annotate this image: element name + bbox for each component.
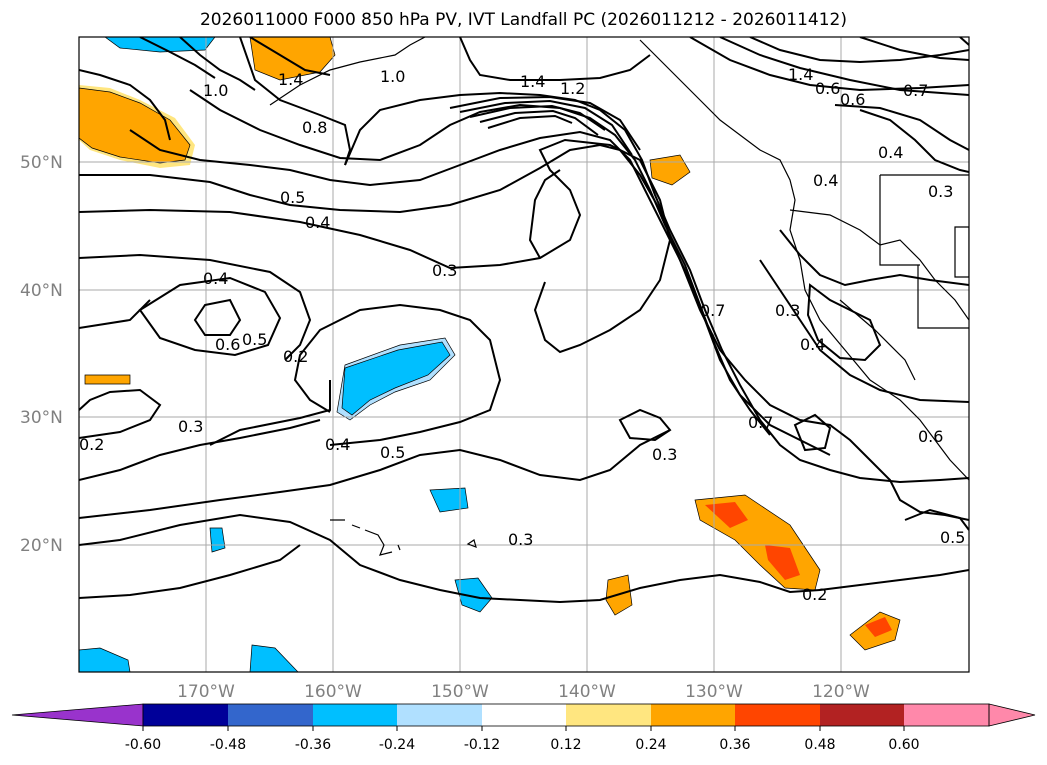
contour-label: 0.2: [802, 585, 827, 604]
contour-label: 0.5: [940, 528, 965, 547]
lon-label: 150°W: [431, 682, 489, 702]
lon-label: 130°W: [685, 682, 743, 702]
contour-label: 1.4: [520, 72, 545, 91]
colorbar-tick-label: -0.12: [464, 737, 500, 753]
colorbar-tick-label: 0.24: [635, 737, 666, 753]
colorbar-ticks: [142, 726, 905, 731]
coastlines: [269, 37, 969, 556]
colorbar-tick-label: -0.24: [379, 737, 415, 753]
contour-label: 0.6: [840, 90, 865, 109]
graticule: [79, 37, 969, 672]
contour-label: 1.4: [278, 70, 303, 89]
lon-label: 140°W: [558, 682, 616, 702]
contour-label: 0.3: [508, 530, 533, 549]
contour-label: 0.5: [380, 443, 405, 462]
colorbar-segment: [143, 704, 228, 726]
lat-label: 30°N: [20, 408, 63, 428]
contour-label: 0.3: [178, 417, 203, 436]
contour-label: 1.0: [203, 81, 228, 100]
contour-label: 0.3: [775, 301, 800, 320]
contour-label: 0.4: [878, 143, 903, 162]
colorbar-segment: [566, 704, 651, 726]
contour-label: 0.8: [302, 118, 327, 137]
lon-label: 120°W: [812, 682, 870, 702]
colorbar-tick-label: 0.36: [719, 737, 750, 753]
colorbar-segment: [313, 704, 397, 726]
colorbar-tick-label: 0.48: [804, 737, 835, 753]
contour-label: 1.4: [788, 65, 813, 84]
colorbar-tick-label: 0.60: [888, 737, 919, 753]
contour-label: 0.4: [813, 171, 838, 190]
contour-label: 0.7: [748, 413, 773, 432]
colorbar-segment: [904, 704, 989, 726]
map-title: 2026011000 F000 850 hPa PV, IVT Landfall…: [199, 10, 847, 30]
colorbar: -0.60 -0.48 -0.36 -0.24 -0.12 0.12 0.24 …: [11, 703, 1036, 753]
lon-label: 170°W: [177, 682, 235, 702]
contour-label: 1.2: [560, 79, 585, 98]
contour-labels: 1.0 1.4 1.0 0.8 1.4 1.2 1.4 0.6 0.6 0.7 …: [79, 65, 965, 604]
contour-label: 0.7: [903, 81, 928, 100]
colorbar-segment: [735, 704, 820, 726]
map-plot-area: 1.0 1.4 1.0 0.8 1.4 1.2 1.4 0.6 0.6 0.7 …: [79, 37, 969, 672]
colorbar-tick-label: -0.48: [210, 737, 246, 753]
lat-label: 20°N: [20, 536, 63, 556]
contour-label: 0.6: [215, 335, 240, 354]
contour-label: 0.5: [280, 188, 305, 207]
lat-label: 40°N: [20, 281, 63, 301]
map-frame: [78, 36, 970, 673]
contour-label: 0.6: [918, 427, 943, 446]
pv-contours: [79, 37, 969, 604]
colorbar-tick-label: -0.60: [125, 737, 161, 753]
contour-label: 0.7: [700, 301, 725, 320]
contour-label: 0.3: [928, 182, 953, 201]
colorbar-tick-labels: -0.60 -0.48 -0.36 -0.24 -0.12 0.12 0.24 …: [125, 737, 920, 753]
contour-label: 0.3: [652, 445, 677, 464]
colorbar-segment: [228, 704, 313, 726]
contour-label: 0.4: [800, 335, 825, 354]
contour-label: 0.5: [242, 330, 267, 349]
lat-label: 50°N: [20, 153, 63, 173]
contour-label: 0.4: [305, 213, 330, 232]
contour-label: 0.3: [432, 261, 457, 280]
latitude-labels: 50°N 40°N 30°N 20°N: [20, 153, 63, 556]
lon-label: 160°W: [304, 682, 362, 702]
contour-label: 0.4: [325, 435, 350, 454]
contour-label: 0.4: [203, 269, 228, 288]
contour-label: 1.0: [380, 67, 405, 86]
colorbar-segment: [651, 704, 735, 726]
colorbar-segment: [482, 704, 566, 726]
contour-label: 0.2: [79, 435, 104, 454]
colorbar-tick-label: 0.12: [550, 737, 581, 753]
contour-label: 0.2: [283, 347, 308, 366]
colorbar-segment: [397, 704, 482, 726]
colorbar-extension-left: [11, 703, 144, 727]
colorbar-segment: [820, 704, 904, 726]
contour-label: 0.6: [815, 79, 840, 98]
colorbar-tick-label: -0.36: [295, 737, 331, 753]
longitude-labels: 170°W 160°W 150°W 140°W 130°W 120°W: [177, 682, 870, 702]
colorbar-extension-right: [988, 703, 1036, 727]
